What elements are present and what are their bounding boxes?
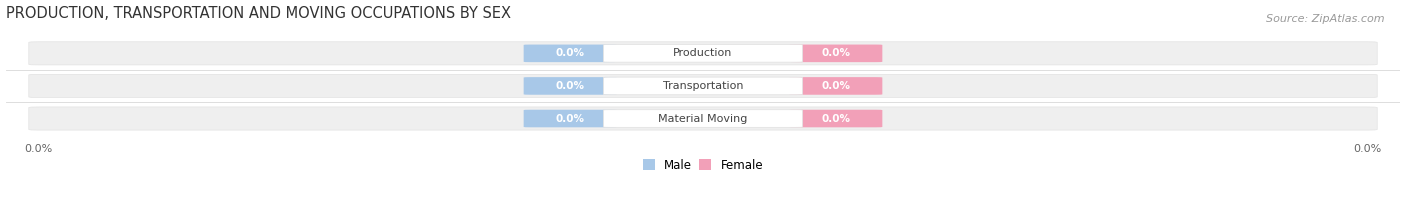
FancyBboxPatch shape [603,110,803,127]
FancyBboxPatch shape [789,45,883,62]
FancyBboxPatch shape [523,110,617,127]
Text: 0.0%: 0.0% [555,48,585,58]
Text: Material Moving: Material Moving [658,113,748,124]
FancyBboxPatch shape [28,74,1378,98]
Text: 0.0%: 0.0% [821,113,851,124]
FancyBboxPatch shape [789,77,883,95]
Text: 0.0%: 0.0% [821,81,851,91]
FancyBboxPatch shape [603,45,803,62]
Text: 0.0%: 0.0% [821,48,851,58]
FancyBboxPatch shape [789,110,883,127]
FancyBboxPatch shape [523,45,617,62]
FancyBboxPatch shape [523,77,617,95]
Text: PRODUCTION, TRANSPORTATION AND MOVING OCCUPATIONS BY SEX: PRODUCTION, TRANSPORTATION AND MOVING OC… [6,6,510,20]
FancyBboxPatch shape [28,42,1378,65]
Text: Transportation: Transportation [662,81,744,91]
FancyBboxPatch shape [28,107,1378,130]
Text: 0.0%: 0.0% [555,113,585,124]
Legend: Male, Female: Male, Female [638,154,768,177]
Text: Source: ZipAtlas.com: Source: ZipAtlas.com [1267,14,1385,24]
Text: Production: Production [673,48,733,58]
FancyBboxPatch shape [603,77,803,95]
Text: 0.0%: 0.0% [555,81,585,91]
